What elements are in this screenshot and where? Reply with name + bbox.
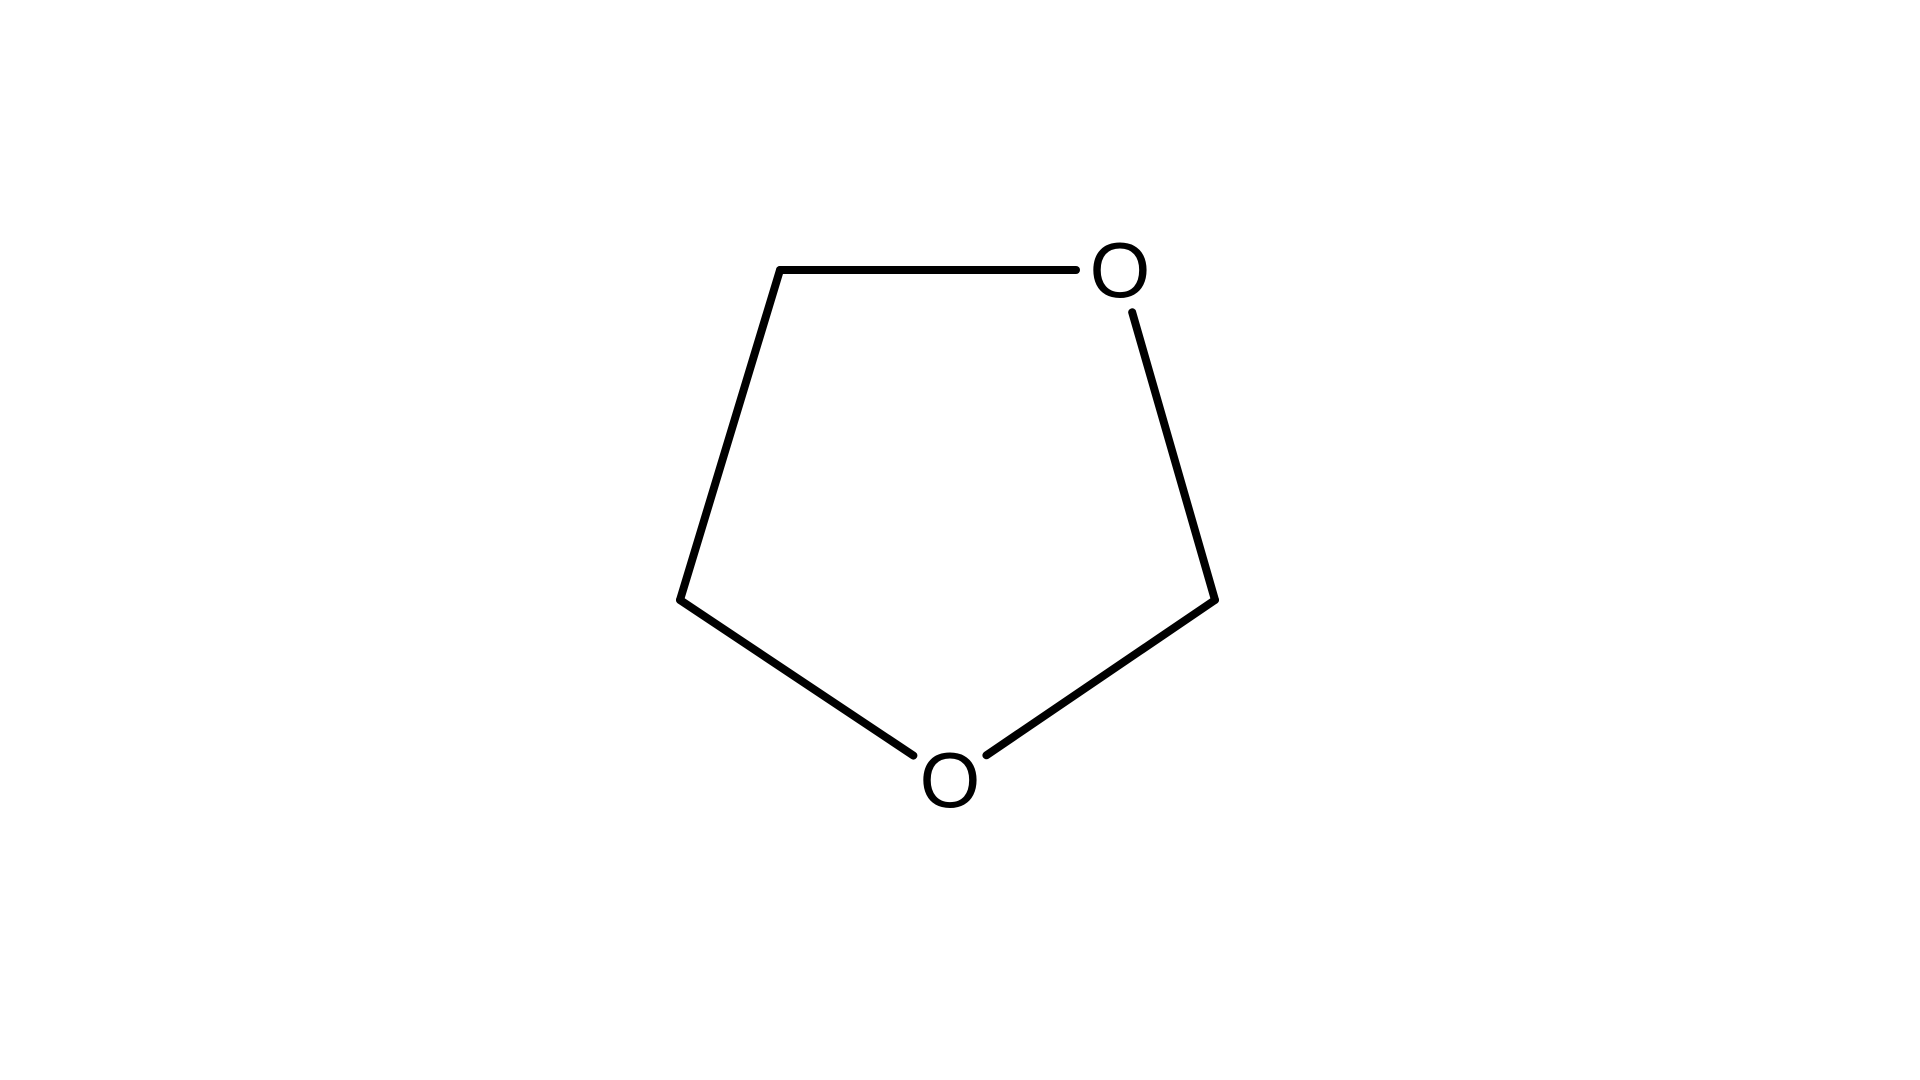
bond: [986, 600, 1215, 755]
bond: [680, 600, 913, 756]
bonds-group: [680, 270, 1215, 756]
bond: [1132, 312, 1215, 600]
bond: [680, 270, 780, 600]
molecule-diagram: OO: [0, 0, 1920, 1080]
atom-labels-group: OO: [920, 226, 1151, 824]
atom-label: O: [1090, 226, 1151, 314]
atom-label: O: [920, 736, 981, 824]
